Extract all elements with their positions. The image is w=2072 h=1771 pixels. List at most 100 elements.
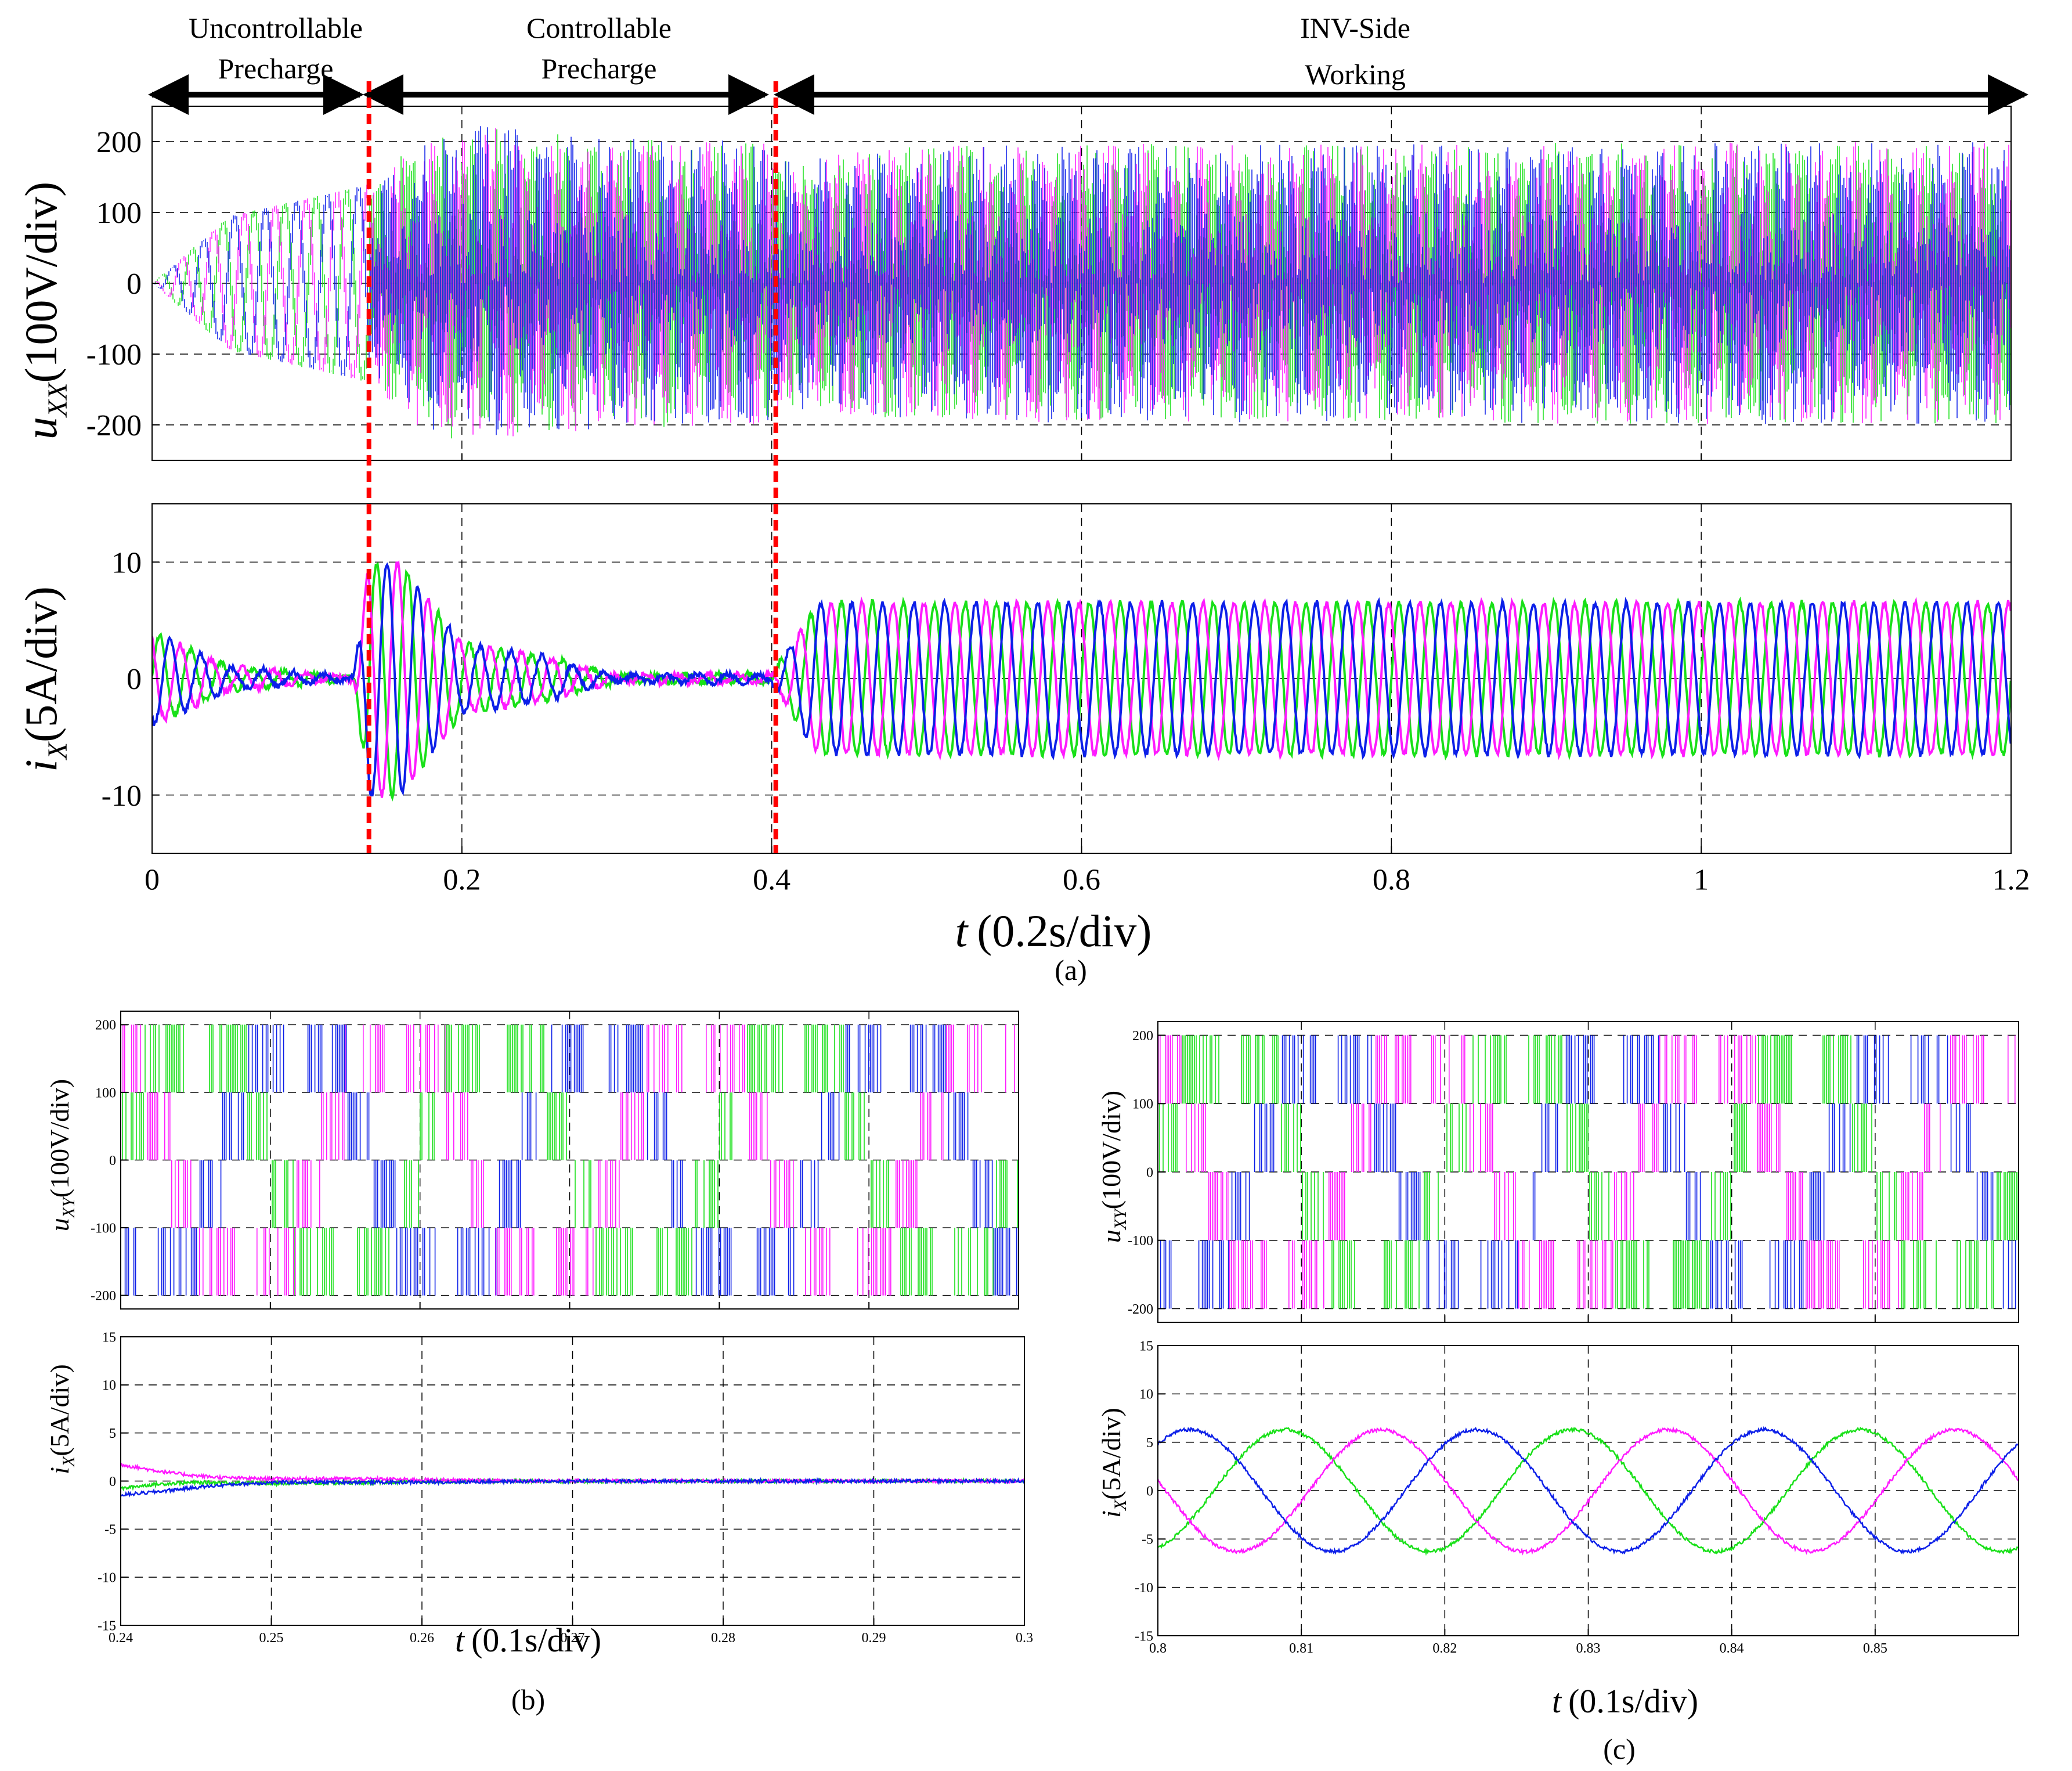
ytick-label: 100	[1132, 1097, 1153, 1112]
ytick-label: 0	[127, 663, 142, 696]
ylabel-c-current-sub: X	[1111, 1499, 1130, 1511]
series-a-voltage-2	[154, 126, 2011, 435]
ytick-label: -200	[86, 409, 142, 442]
series-a-current-1	[152, 560, 2011, 798]
ytick-label: 15	[102, 1330, 116, 1345]
xtick-label: 0.3	[1016, 1631, 1033, 1646]
axis-labels-a: uXX(100V/div) iX(5A/div) t (0.2s/div) (a)	[16, 182, 1151, 986]
phase-boundaries	[366, 81, 778, 853]
traces-c-current	[1158, 1426, 2019, 1556]
ylabel-b-current-var: i	[45, 1467, 74, 1474]
ticks-b-current: -15 -10 -5 0 5 10 15 0.24 0.25 0.26 0.27 0.28 0.29 0.…	[98, 1330, 1033, 1645]
xtick-label: 0.8	[1149, 1641, 1167, 1656]
ticks-c-current: -15 -10 -5 0 5 10 15 0.8 0.81 0.82 0.83 0.84 0.85	[1135, 1339, 1887, 1655]
grid-c-current	[1158, 1346, 2019, 1636]
phase-labels: Uncontrollable Precharge Controllable Pr…	[189, 12, 1410, 91]
ylabel-b-voltage-var: u	[45, 1218, 74, 1231]
caption-a: (a)	[1055, 954, 1087, 986]
plot-c-current: -15 -10 -5 0 5 10 15 0.8 0.81 0.82 0.83 0.84 0.85	[1135, 1339, 2019, 1656]
ytick-label: -10	[102, 780, 142, 813]
ylabel-a-voltage-sub: XX	[42, 382, 73, 418]
grid-b-voltage	[121, 1011, 1019, 1309]
xtick-label: 0.84	[1720, 1641, 1744, 1656]
ticks-a-current: -10 0 10 0 0.2 0.4 0.6 0.8 1 1.2	[102, 547, 2030, 897]
ytick-label: 200	[95, 1018, 116, 1033]
traces-b-voltage	[122, 1025, 1019, 1296]
traces-c-voltage	[1158, 1035, 2019, 1309]
phase-label-controllable-2: Precharge	[542, 52, 657, 85]
ticks-c-voltage: -200 -100 0 100 200	[1128, 1029, 1876, 1322]
xtick-label: 0.83	[1576, 1641, 1601, 1656]
xtick-label: 0.81	[1289, 1641, 1313, 1656]
ytick-label: -10	[1135, 1581, 1153, 1596]
series-b-voltage-2	[124, 1025, 1019, 1296]
ytick-label: -200	[91, 1289, 116, 1304]
ylabel-b-voltage: uXY(100V/div)	[45, 1079, 78, 1231]
phase-label-controllable-1: Controllable	[526, 12, 672, 44]
ylabel-a-current-var: i	[16, 759, 66, 772]
ytick-label: 10	[111, 547, 142, 580]
series-b-current-2	[121, 1477, 1024, 1498]
xlabel-b: t (0.1s/div)	[455, 1621, 601, 1659]
plot-b-voltage: -200 -100 0 100 200	[91, 1011, 1019, 1310]
ylabel-a-voltage-unit: (100V/div)	[16, 182, 66, 383]
ytick-label: -100	[91, 1221, 116, 1236]
series-c-current-0	[1158, 1426, 2019, 1556]
xlabel-c-unit: (0.1s/div)	[1568, 1682, 1698, 1720]
traces-a-current	[152, 560, 2011, 802]
xtick-label: 0.6	[1063, 863, 1100, 896]
ylabel-a-voltage: uXX(100V/div)	[16, 182, 73, 439]
ylabel-c-voltage-var: u	[1096, 1229, 1126, 1243]
ylabel-c-current: iX(5A/div)	[1096, 1408, 1130, 1518]
xtick-label: 1	[1694, 863, 1709, 896]
ylabel-b-current: iX(5A/div)	[45, 1364, 78, 1474]
xtick-label: 0.4	[753, 863, 790, 896]
ylabel-c-current-unit: (5A/div)	[1096, 1408, 1126, 1499]
xtick-label: 0.29	[862, 1631, 886, 1646]
xtick-label: 0.27	[561, 1631, 585, 1646]
ytick-label: 0	[109, 1153, 116, 1168]
series-a-current-2	[152, 562, 2011, 797]
ytick-label: 5	[109, 1426, 116, 1441]
ytick-label: 15	[1139, 1339, 1153, 1354]
series-a-voltage-1	[154, 128, 2011, 437]
series-a-current-0	[152, 562, 2011, 802]
plot-c-voltage: -200 -100 0 100 200	[1128, 1021, 2019, 1323]
ylabel-a-voltage-var: u	[16, 417, 66, 439]
caption-b: (b)	[511, 1683, 545, 1716]
xtick-label: 0.82	[1432, 1641, 1457, 1656]
ytick-label: 200	[96, 126, 142, 159]
ytick-label: 100	[96, 197, 142, 230]
xtick-label: 0.28	[711, 1631, 735, 1646]
xlabel-b-unit: (0.1s/div)	[471, 1621, 601, 1659]
ytick-label: 100	[95, 1085, 116, 1101]
series-b-voltage-0	[122, 1025, 1018, 1296]
ytick-label: 0	[1146, 1165, 1153, 1180]
xlabel-a-unit: (0.2s/div)	[977, 906, 1151, 956]
ticks-a-voltage: -200 -100 0 100 200	[86, 126, 2012, 460]
ytick-label: -15	[98, 1618, 116, 1633]
ylabel-c-voltage: uXY(100V/div)	[1096, 1091, 1130, 1243]
ytick-label: 0	[109, 1474, 116, 1489]
plot-b-current: -15 -10 -5 0 5 10 15 0.24 0.25 0.26 0.27 0.28 0.29 0.…	[98, 1330, 1033, 1645]
traces-b-current	[121, 1462, 1024, 1498]
phase-label-working-2: Working	[1305, 58, 1406, 91]
caption-c: (c)	[1603, 1733, 1636, 1765]
xlabel-a-var: t	[955, 906, 969, 956]
ylabel-c-voltage-unit: (100V/div)	[1096, 1091, 1126, 1209]
ytick-label: 0	[127, 268, 142, 301]
series-c-voltage-0	[1158, 1035, 2019, 1309]
axis-labels-b: uXY(100V/div) iX(5A/div) t (0.1s/div) (b)	[45, 1079, 601, 1716]
axis-labels-c: uXY(100V/div) iX(5A/div) t (0.1s/div) (c)	[1096, 1091, 1698, 1765]
grid-c-voltage	[1158, 1022, 2019, 1322]
ylabel-a-current-unit: (5A/div)	[16, 586, 66, 742]
xtick-label: 0.2	[443, 863, 481, 896]
ytick-label: -5	[104, 1523, 116, 1538]
xtick-label: 0	[145, 863, 160, 896]
series-c-current-1	[1158, 1426, 2019, 1556]
xtick-label: 0.24	[109, 1631, 133, 1646]
plot-a-current: -10 0 10 0 0.2 0.4 0.6 0.8 1 1.2	[102, 503, 2030, 897]
xtick-label: 0.8	[1373, 863, 1410, 896]
series-a-voltage-0	[153, 129, 2010, 439]
